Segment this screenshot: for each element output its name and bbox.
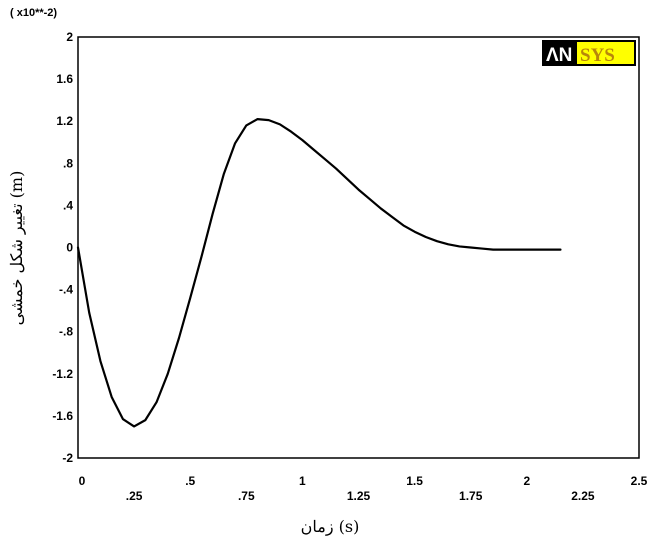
x-tick-label-upper: 1 [299,474,306,488]
y-axis-ticks: 2 1.6 1.2 .8 .4 0 -.4 -.8 -1.2 -1.6 -2 [52,30,73,465]
ansys-logo: ΛN SYS [542,40,636,66]
y-tick-label: 1.2 [56,114,73,128]
y-axis-title: تغییر شکل خمشی (m) [7,171,26,326]
x-tick-label-lower: .75 [238,489,255,503]
x-tick-label-lower: 1.25 [347,489,371,503]
y-tick-label: -2 [62,451,73,465]
x-tick-label-upper: 2 [523,474,530,488]
y-tick-label: -1.2 [52,367,73,381]
y-tick-label: .8 [63,156,73,170]
x-axis-ticks: 0 .5 1 1.5 2 2.5 .25 .75 1.25 1.75 2.25 [79,474,648,503]
y-tick-label: -1.6 [52,409,73,423]
x-tick-label-upper: .5 [185,474,195,488]
x-tick-label-lower: 2.25 [571,489,595,503]
x-tick-label-upper: 0 [79,474,86,488]
y-tick-label: .4 [63,198,73,212]
series-line [76,118,562,428]
exponent-label: ( x10**-2) [10,7,57,19]
logo-text-an: ΛN [546,45,572,66]
y-tick-label: -.4 [59,283,73,297]
x-tick-label-lower: 1.75 [459,489,483,503]
y-tick-label: 2 [66,30,73,44]
x-tick-label-upper: 1.5 [406,474,423,488]
y-tick-label: 0 [66,241,73,255]
plot-area-frame [77,36,640,459]
x-tick-label-upper: 2.5 [631,474,648,488]
logo-text-sys: SYS [580,45,615,66]
y-tick-label: 1.6 [56,72,73,86]
x-tick-label-lower: .25 [126,489,143,503]
x-axis-title: زمان (s) [301,517,360,536]
y-tick-label: -.8 [59,325,73,339]
